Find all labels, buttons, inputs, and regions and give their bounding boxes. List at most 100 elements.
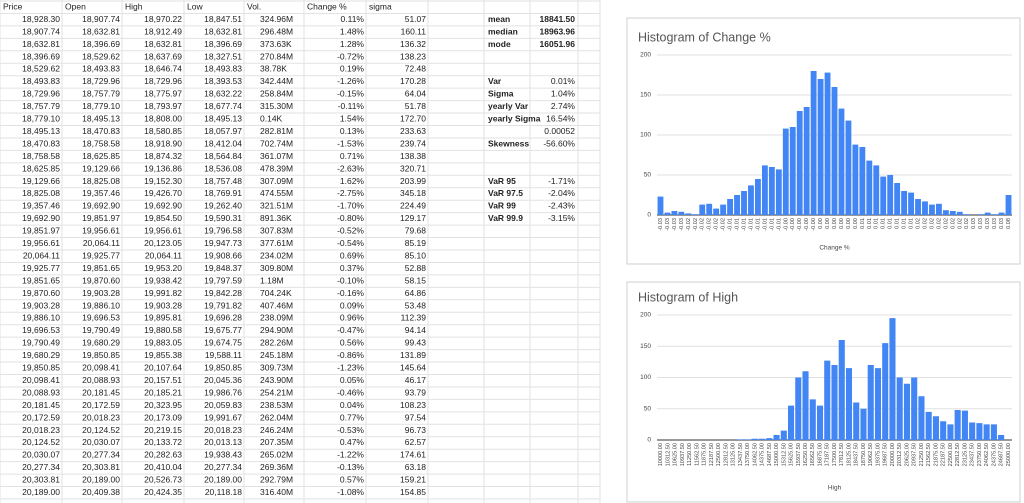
bar <box>741 191 747 215</box>
cell: 18,970.22 <box>144 14 182 24</box>
cell: 234.02M <box>260 250 293 260</box>
bar <box>896 377 903 440</box>
bar <box>831 365 838 440</box>
bar <box>998 435 1005 440</box>
cell: -0.53% <box>337 425 364 435</box>
x-tick-label: 21250.00 <box>919 443 925 466</box>
cell: 20,107.64 <box>144 363 182 373</box>
chart-title: Histogram of High <box>638 290 738 304</box>
bar <box>817 79 824 215</box>
cell: -1.08% <box>337 487 364 497</box>
bar <box>983 424 990 440</box>
cell: 243.90M <box>260 375 293 385</box>
bar <box>859 147 866 215</box>
stat-label: VaR 97.5 <box>488 188 523 198</box>
x-tick-label: 18437.50 <box>854 443 860 466</box>
bar <box>780 430 787 440</box>
bar <box>685 213 692 215</box>
cell: 18,646.74 <box>144 64 182 74</box>
cell: 63.18 <box>405 462 427 472</box>
cell: 154.85 <box>400 487 426 497</box>
cell: 108.23 <box>400 400 426 410</box>
cell: 239.74 <box>400 138 426 148</box>
cell: 19,956.61 <box>144 226 182 236</box>
cell: -0.10% <box>337 275 364 285</box>
cell: 19,903.28 <box>82 288 120 298</box>
cell: 474.55M <box>260 188 293 198</box>
bar <box>852 144 859 215</box>
cell: 19,790.49 <box>22 338 60 348</box>
bar <box>838 108 845 215</box>
x-tick-label: 0.01 <box>902 218 908 229</box>
x-axis-title: Change % <box>819 245 850 252</box>
cell: 294.90M <box>260 325 293 335</box>
cell: 20,181.45 <box>22 400 60 410</box>
x-tick-label: 25000.00 <box>1006 443 1012 466</box>
cell: 52.88 <box>405 263 427 273</box>
cell: -0.52% <box>337 226 364 236</box>
cell: 18,057.97 <box>204 126 242 136</box>
x-tick-label: -0.01 <box>741 218 747 231</box>
bar <box>664 212 671 215</box>
bar <box>845 368 853 440</box>
cell: 1.28% <box>340 39 365 49</box>
x-tick-label: 0.02 <box>964 218 970 229</box>
cell: 19,692.90 <box>144 201 182 211</box>
cell: 19,850.85 <box>22 363 60 373</box>
cell: 174.61 <box>400 450 426 460</box>
chart: Histogram of High 0 50 100 150 200 10000.00 103… <box>626 281 1021 503</box>
cell: -0.13% <box>337 462 364 472</box>
cell: 20,277.34 <box>204 462 242 472</box>
cell: 19,692.90 <box>82 201 120 211</box>
x-tick-label: 12500.00 <box>716 443 722 466</box>
x-tick-label: 0.02 <box>936 218 942 229</box>
cell: 19,903.28 <box>22 300 60 310</box>
cell: 20,045.36 <box>204 375 242 385</box>
x-tick-label: 0.01 <box>909 218 915 229</box>
cell: 18,529.62 <box>22 64 60 74</box>
x-tick-label: 12812.50 <box>723 443 729 466</box>
cell: -0.47% <box>337 325 364 335</box>
bar <box>935 203 942 215</box>
cell: 145.64 <box>400 363 426 373</box>
cell: 18,393.53 <box>204 76 242 86</box>
cell: 0.47% <box>340 437 365 447</box>
cell: -1.22% <box>337 450 364 460</box>
x-tick-label: 17187.50 <box>825 443 831 466</box>
cell: -0.15% <box>337 89 364 99</box>
cell: 18,493.83 <box>204 64 242 74</box>
cell: 19,696.53 <box>82 313 120 323</box>
bar <box>998 212 1005 215</box>
cell: 19,953.20 <box>144 263 182 273</box>
y-tick-label: 50 <box>644 172 652 179</box>
cell: 64.04 <box>405 89 427 99</box>
cell: 18,495.13 <box>22 126 60 136</box>
cell: 203.99 <box>400 176 426 186</box>
cell: 0.19% <box>340 64 365 74</box>
cell: 18,775.97 <box>144 89 182 99</box>
x-tick-label: -0.02 <box>686 218 692 231</box>
x-tick-label: 0.03 <box>999 218 1005 229</box>
bar <box>1005 195 1012 215</box>
x-tick-label: 10312.50 <box>665 443 671 466</box>
bar <box>713 208 720 215</box>
cell: 361.07M <box>260 151 293 161</box>
column-header: Vol. <box>247 1 261 11</box>
x-tick-label: 19375.00 <box>875 443 881 466</box>
cell: 18,912.49 <box>144 26 182 36</box>
x-tick-label: 10625.00 <box>673 443 679 466</box>
x-tick-label: 10000.00 <box>658 443 664 466</box>
cell: 18,580.85 <box>144 126 182 136</box>
stat-value: -3.15% <box>548 213 575 223</box>
cell: 19,938.43 <box>204 450 242 460</box>
cell: 20,013.13 <box>204 437 242 447</box>
cell: 19,848.37 <box>204 263 242 273</box>
cell: 320.71 <box>400 163 426 173</box>
stat-label: VaR 99 <box>488 201 516 211</box>
column-header: sigma <box>369 1 392 11</box>
cell: 19,851.65 <box>82 263 120 273</box>
cell: 20,185.21 <box>144 387 182 397</box>
stat-label: Var <box>488 76 502 86</box>
y-tick-label: 200 <box>640 312 651 319</box>
